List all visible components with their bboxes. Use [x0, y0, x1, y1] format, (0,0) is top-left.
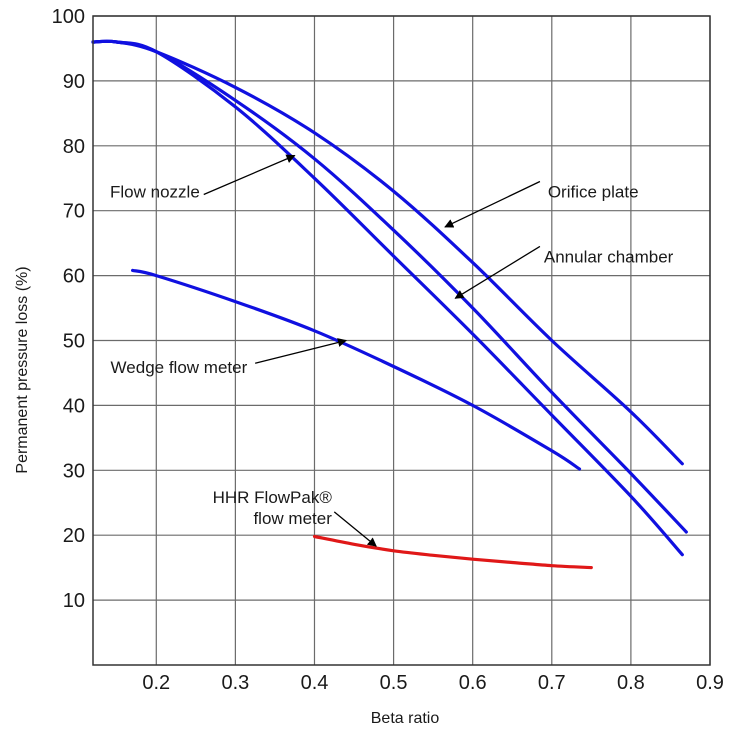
- gridlines: [93, 15, 711, 665]
- annotation-flow-nozzle: Flow nozzle: [110, 183, 200, 202]
- annotations: Flow nozzle Orifice plate Annular chamber W…: [110, 154, 674, 547]
- annotation-annular-chamber: Annular chamber: [544, 248, 674, 267]
- plot-frame: [92, 15, 711, 666]
- y-tick-label: 100: [52, 6, 85, 28]
- annotation-hhr-flowpak: HHR FlowPak® flow meter: [213, 488, 333, 528]
- x-tick-label: 0.6: [459, 672, 487, 694]
- x-axis-title: Beta ratio: [371, 710, 440, 727]
- x-tick-label: 0.3: [221, 672, 249, 694]
- y-tick-label: 90: [63, 71, 85, 93]
- annotation-arrow-wedge-flow-meter: [255, 338, 348, 364]
- y-tick-label: 40: [63, 395, 85, 417]
- x-tick-label: 0.7: [538, 672, 566, 694]
- plot-border: [92, 15, 711, 666]
- annotation-arrow-hhr-flowpak: [333, 511, 377, 547]
- x-tick-label: 0.4: [301, 672, 329, 694]
- annotation-orifice-plate: Orifice plate: [548, 183, 639, 202]
- y-tick-label: 70: [63, 201, 85, 223]
- x-tick-label: 0.2: [142, 672, 170, 694]
- y-tick-label: 60: [63, 266, 85, 288]
- series-lines: [91, 39, 688, 570]
- y-tick-label: 20: [63, 525, 85, 547]
- x-tick-label: 0.5: [380, 672, 408, 694]
- series-line-hhr-flowpak-flow-meter: [312, 534, 593, 570]
- y-tick-label: 80: [63, 136, 85, 158]
- y-tick-label: 50: [63, 331, 85, 353]
- annotation-arrow-flow-nozzle: [203, 154, 296, 196]
- x-tick-label: 0.8: [617, 672, 645, 694]
- y-tick-label: 10: [63, 590, 85, 612]
- series-line-annular-chamber: [91, 39, 688, 534]
- series-line-wedge-flow-meter: [131, 268, 582, 471]
- tick-labels: 0.2 0.3 0.4 0.5 0.6 0.7 0.8 0.9 10 20 30 40 50 60 70 80…: [52, 6, 724, 694]
- y-axis-title: Permanent pressure loss (%): [14, 266, 31, 473]
- annotation-arrow-annular-chamber: [454, 245, 541, 299]
- y-tick-label: 30: [63, 460, 85, 482]
- annotation-arrow-orifice-plate: [444, 180, 541, 228]
- x-tick-label: 0.9: [696, 672, 724, 694]
- annotation-wedge-flow-meter: Wedge flow meter: [111, 358, 248, 377]
- series-line-flow-nozzle: [91, 39, 684, 557]
